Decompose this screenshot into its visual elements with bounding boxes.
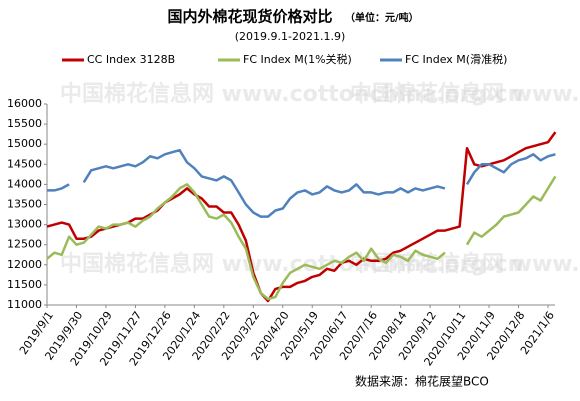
- y-tick-label: 13500: [7, 198, 42, 211]
- y-tick-label: 14000: [7, 177, 42, 190]
- y-tick-label: 15000: [7, 137, 42, 150]
- chart-title: 国内外棉花现货价格对比: [167, 8, 332, 26]
- watermark: 中国棉花信息网 www.cottonchina.org.cn: [350, 251, 580, 277]
- y-tick-label: 12500: [7, 238, 42, 251]
- series-line: [46, 131, 557, 303]
- y-tick-label: 11000: [7, 298, 42, 311]
- chart-subtitle: (2019.9.1-2021.1.9): [235, 30, 346, 43]
- series-line: [47, 148, 556, 218]
- y-tick-label: 16000: [7, 97, 42, 110]
- legend-label: FC Index M(滑准税): [405, 52, 507, 66]
- source-note: 数据来源：棉花展望BCO: [355, 374, 489, 389]
- y-tick-label: 12000: [7, 258, 42, 271]
- series-line: [46, 175, 557, 301]
- watermark: 中国棉花信息网 www.cottonchina.org.cn: [60, 81, 523, 107]
- legend-label: CC Index 3128B: [87, 53, 175, 66]
- y-tick-label: 11500: [7, 278, 42, 291]
- legend-label: FC Index M(1%关税): [243, 52, 352, 66]
- watermark: 中国棉花信息网 www.cottonchina.org.cn: [350, 81, 580, 107]
- y-tick-label: 13000: [7, 218, 42, 231]
- y-tick-label: 14500: [7, 157, 42, 170]
- y-tick-label: 15500: [7, 117, 42, 130]
- unit-note: （单位：元/吨）: [345, 11, 419, 24]
